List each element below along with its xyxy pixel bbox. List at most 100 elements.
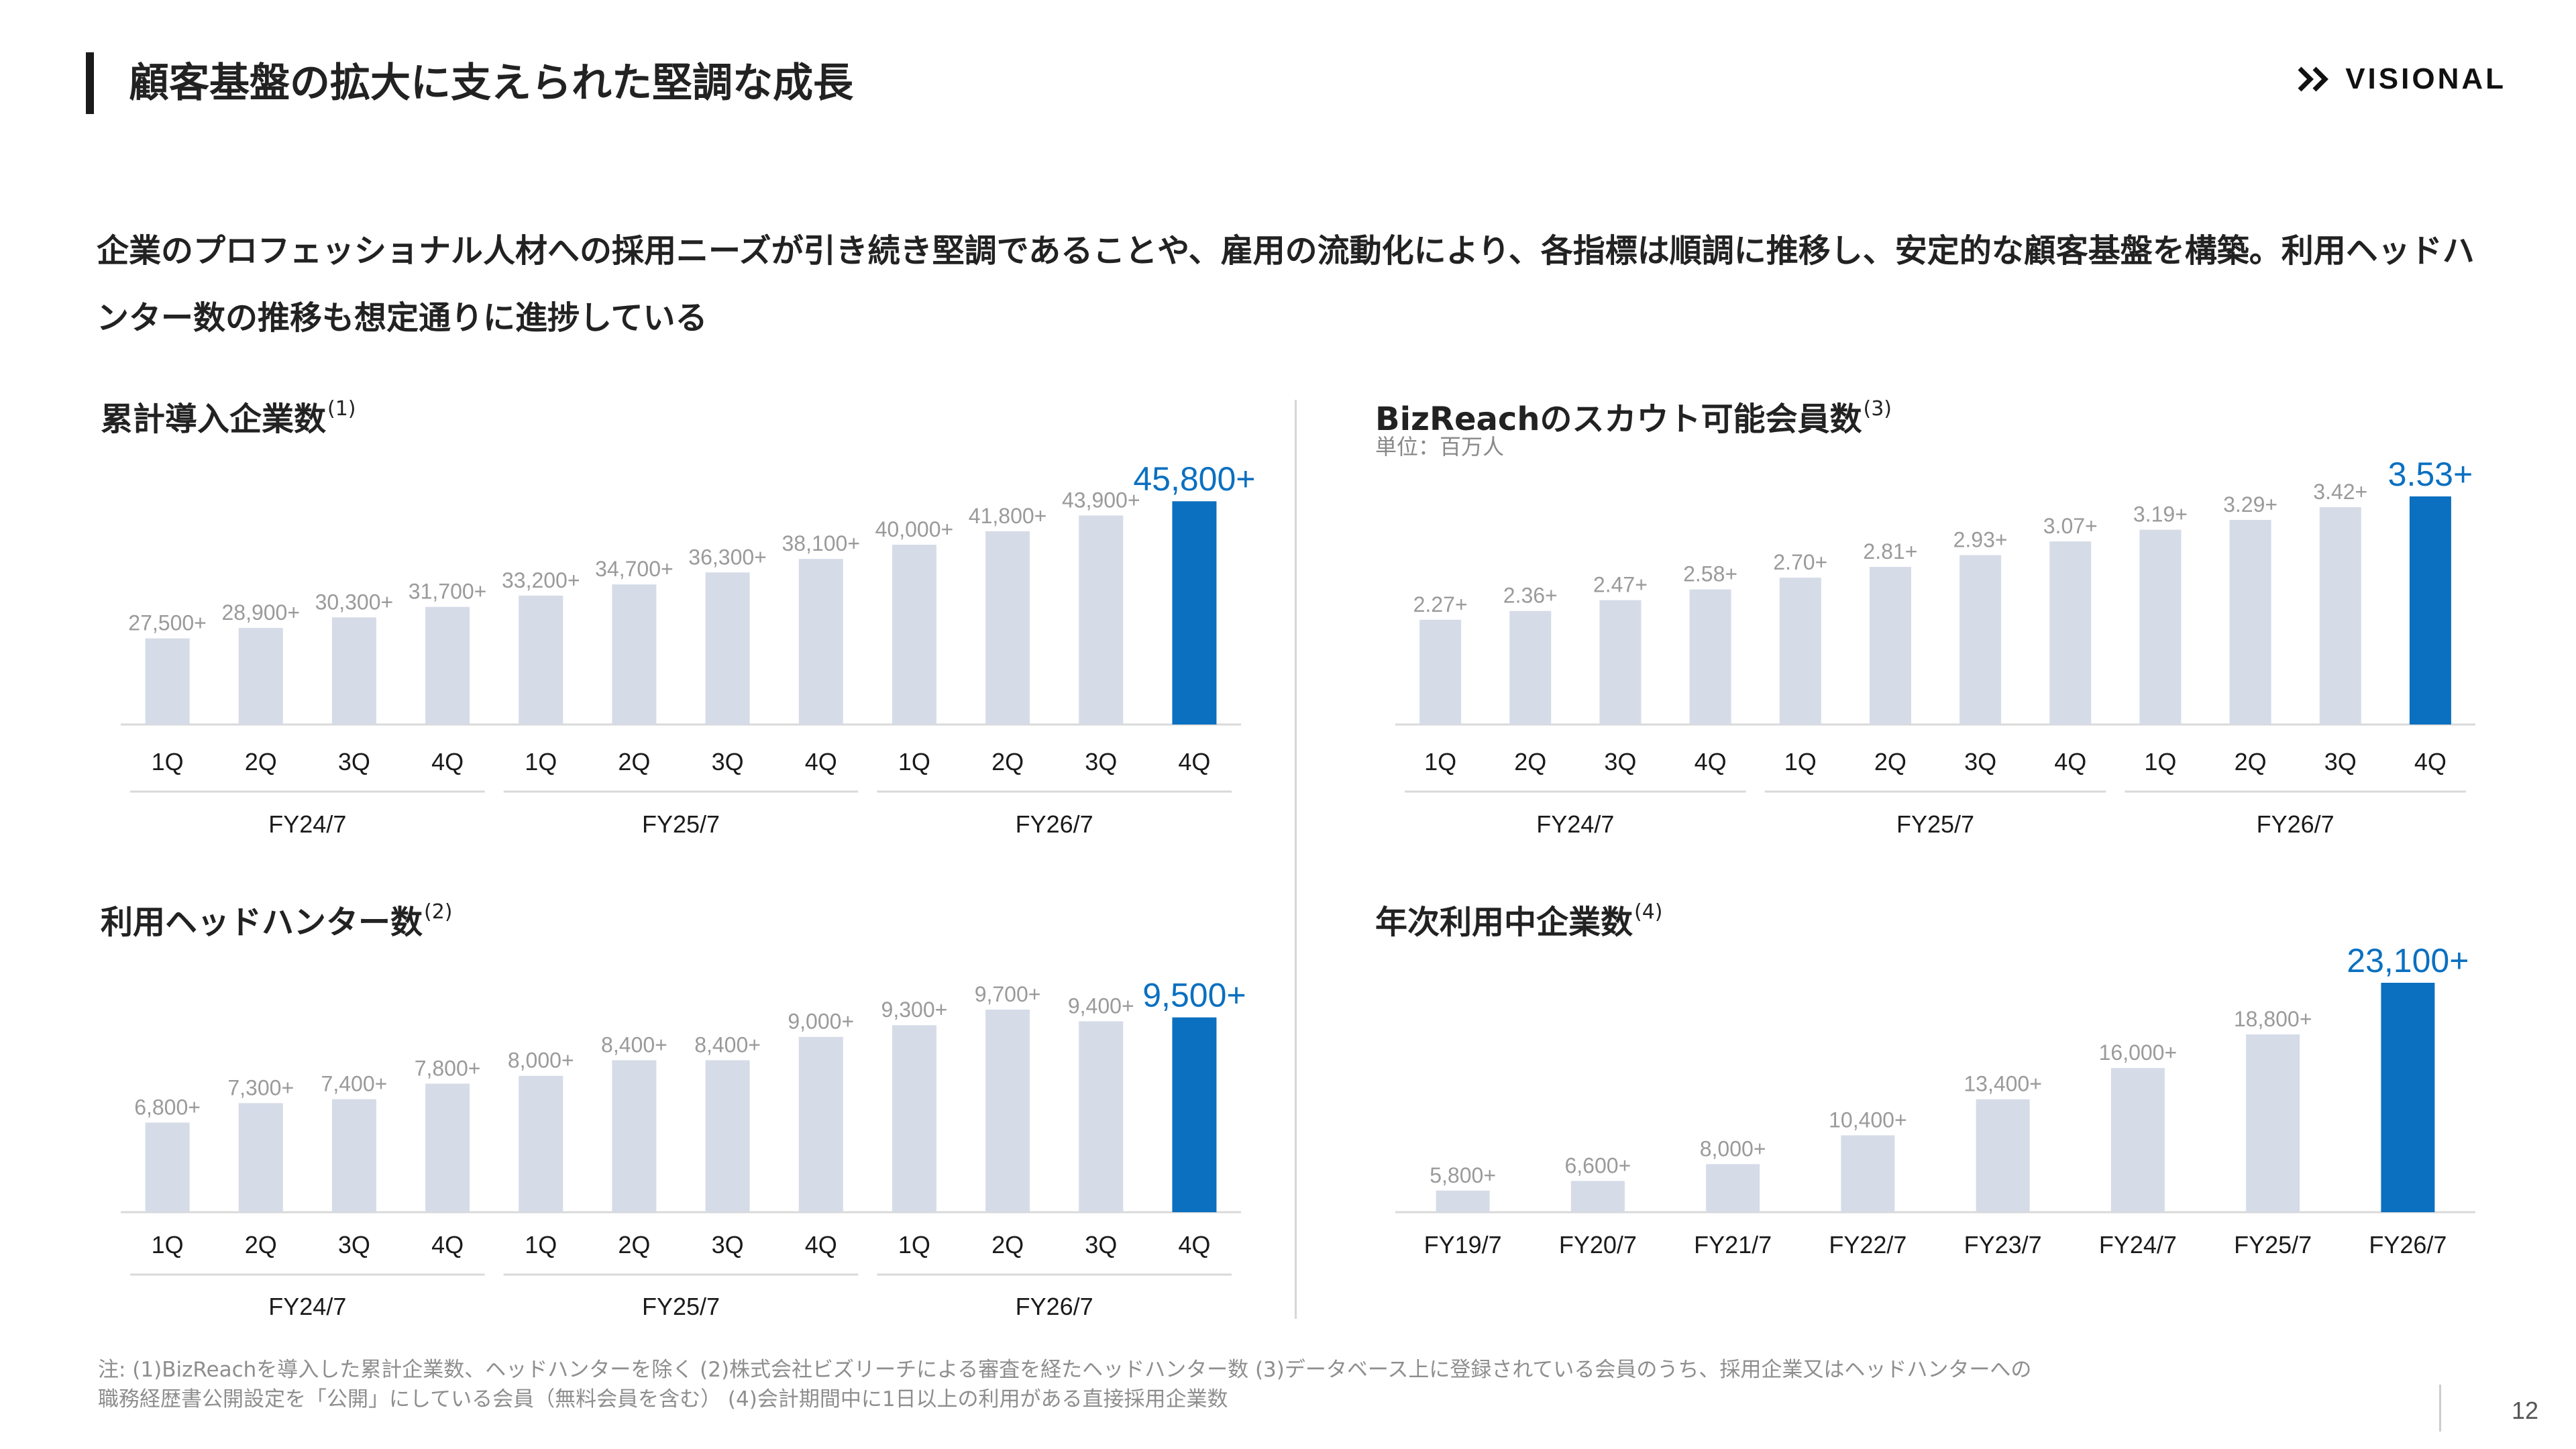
hunters-tick-label: 4Q: [431, 1231, 464, 1258]
scouts-chart-svg: 2.27+ 1Q 2.36+ 2Q 2.47+ 3Q 2.58+ 4Q 2.70+ 1Q 2.81+…: [1395, 455, 2475, 838]
scouts-tick-label: 4Q: [2414, 748, 2447, 775]
scouts-tick-label: 4Q: [2054, 748, 2086, 775]
companies-bar: [1079, 515, 1124, 724]
hunters-bar-label: 7,400+: [321, 1072, 388, 1096]
hunters-bar-label: 7,300+: [227, 1075, 294, 1099]
scouts-bar-label: 3.53+: [2388, 455, 2473, 493]
annual-tick-label: FY26/7: [2369, 1231, 2447, 1258]
hunters-tick-label: 2Q: [245, 1231, 277, 1258]
scouts-bar-label: 2.47+: [1593, 573, 1648, 597]
title-accent-bar: [86, 52, 94, 114]
scouts-tick-label: 2Q: [1874, 748, 1907, 775]
scouts-tick-label: 3Q: [1964, 748, 1996, 775]
scouts-group-label: FY26/7: [2257, 810, 2334, 838]
annual-tick-label: FY19/7: [1424, 1231, 1502, 1258]
scouts-bar-label: 2.36+: [1503, 584, 1558, 608]
hunters-bar-label: 8,400+: [601, 1033, 667, 1057]
companies-tick-label: 4Q: [1178, 748, 1210, 775]
companies-bar: [1172, 501, 1217, 724]
scouts-bar: [1779, 578, 1821, 724]
scouts-chart-title: BizReachのスカウト可能会員数(3): [1375, 397, 1892, 438]
companies-bar: [985, 531, 1030, 724]
hunters-bar-label: 8,000+: [508, 1049, 574, 1073]
companies-tick-label: 3Q: [712, 748, 744, 775]
companies-tick-label: 2Q: [245, 748, 277, 775]
companies-bar: [798, 559, 843, 724]
companies-group-label: FY24/7: [268, 810, 346, 838]
companies-bar: [238, 627, 283, 724]
companies-bar-label: 43,900+: [1062, 488, 1140, 512]
companies-tick-label: 1Q: [898, 748, 930, 775]
scouts-bar-label: 2.81+: [1863, 539, 1917, 564]
scouts-bar: [2319, 507, 2361, 724]
annual-bar-label: 10,400+: [1829, 1108, 1907, 1132]
annual-chart-title: 年次利用中企業数(4): [1375, 900, 1663, 941]
scouts-tick-label: 3Q: [2324, 748, 2357, 775]
logo-chevron-icon: [2298, 66, 2329, 92]
hunters-bar: [985, 1010, 1030, 1212]
scouts-bar: [1599, 600, 1642, 724]
companies-tick-label: 3Q: [1085, 748, 1117, 775]
annual-bar-label: 6,600+: [1564, 1153, 1631, 1177]
companies-bar: [425, 606, 470, 724]
hunters-tick-label: 1Q: [898, 1231, 930, 1258]
scouts-tick-label: 4Q: [1695, 748, 1727, 775]
scouts-unit-label: 単位：百万人: [1375, 434, 1505, 460]
hunters-bar: [612, 1060, 657, 1212]
scouts-group-label: FY25/7: [1896, 810, 1974, 838]
scouts-bar-label: 3.42+: [2313, 480, 2367, 504]
annual-tick-label: FY20/7: [1559, 1231, 1637, 1258]
scouts-bar-label: 2.70+: [1773, 550, 1827, 574]
companies-bar: [892, 545, 936, 724]
companies-bar-label: 41,800+: [969, 504, 1047, 528]
hunters-bar: [238, 1103, 283, 1212]
scouts-bar: [1509, 610, 1552, 724]
hunters-bar-label: 9,500+: [1142, 977, 1246, 1014]
annual-tick-label: FY22/7: [1829, 1231, 1907, 1258]
companies-tick-label: 2Q: [618, 748, 650, 775]
scouts-bar: [1689, 589, 1731, 724]
annual-bar: [1436, 1190, 1490, 1212]
companies-bar-label: 38,100+: [782, 531, 860, 555]
companies-group-label: FY26/7: [1016, 810, 1093, 838]
scouts-bar-label: 2.27+: [1413, 592, 1468, 616]
companies-chart: 27,500+ 1Q 28,900+ 2Q 30,300+ 3Q 31,700+ 4Q 33,2…: [101, 386, 1295, 842]
hunters-bar: [331, 1099, 376, 1212]
scouts-bar: [2229, 520, 2271, 724]
lead-paragraph: 企業のプロフェッショナル人材への採用ニーズが引き続き堅調であることや、雇用の流動…: [97, 232, 2475, 337]
scouts-bar-label: 3.07+: [2043, 514, 2098, 538]
companies-bar-label: 30,300+: [315, 590, 394, 614]
hunters-bar-label: 9,400+: [1068, 994, 1134, 1018]
visional-logo: VISIONAL: [2297, 62, 2506, 97]
hunters-bar: [705, 1060, 750, 1212]
companies-tick-label: 4Q: [431, 748, 464, 775]
hunters-tick-label: 3Q: [338, 1231, 370, 1258]
annual-bar-label: 13,400+: [1964, 1072, 2042, 1096]
footnote-line-1: 注: (1)BizReachを導入した累計企業数、ヘッドハンターを除く (2)株…: [98, 1358, 2032, 1382]
hunters-bar: [425, 1083, 470, 1212]
scouts-bar: [1869, 567, 1911, 724]
hunters-group-label: FY24/7: [268, 1293, 346, 1320]
hunters-tick-label: 2Q: [618, 1231, 650, 1258]
scouts-tick-label: 3Q: [1604, 748, 1636, 775]
hunters-bar: [1172, 1017, 1217, 1212]
companies-bar-label: 27,500+: [128, 611, 207, 635]
annual-tick-label: FY21/7: [1694, 1231, 1772, 1258]
hunters-tick-label: 3Q: [712, 1231, 744, 1258]
scouts-chart: 2.27+ 1Q 2.36+ 2Q 2.47+ 3Q 2.58+ 4Q 2.70+ 1Q 2.81+…: [1375, 386, 2569, 842]
scouts-bar-label: 2.93+: [1953, 528, 2008, 552]
hunters-tick-label: 4Q: [805, 1231, 837, 1258]
companies-tick-label: 2Q: [991, 748, 1024, 775]
companies-bar-label: 31,700+: [409, 580, 487, 604]
annual-bar-label: 18,800+: [2234, 1007, 2312, 1031]
annual-tick-label: FY24/7: [2099, 1231, 2177, 1258]
page-number-divider: [2439, 1385, 2441, 1432]
hunters-chart: 6,800+ 1Q 7,300+ 2Q 7,400+ 3Q 7,800+ 4Q 8,000+ 1Q…: [101, 889, 1295, 1332]
scouts-tick-label: 1Q: [1424, 748, 1456, 775]
scouts-tick-label: 2Q: [1514, 748, 1546, 775]
annual-bar-label: 16,000+: [2099, 1040, 2178, 1065]
hunters-bar: [892, 1025, 936, 1212]
scouts-tick-label: 1Q: [2144, 748, 2176, 775]
scouts-bar: [2409, 496, 2451, 724]
annual-bar: [1976, 1099, 2030, 1212]
